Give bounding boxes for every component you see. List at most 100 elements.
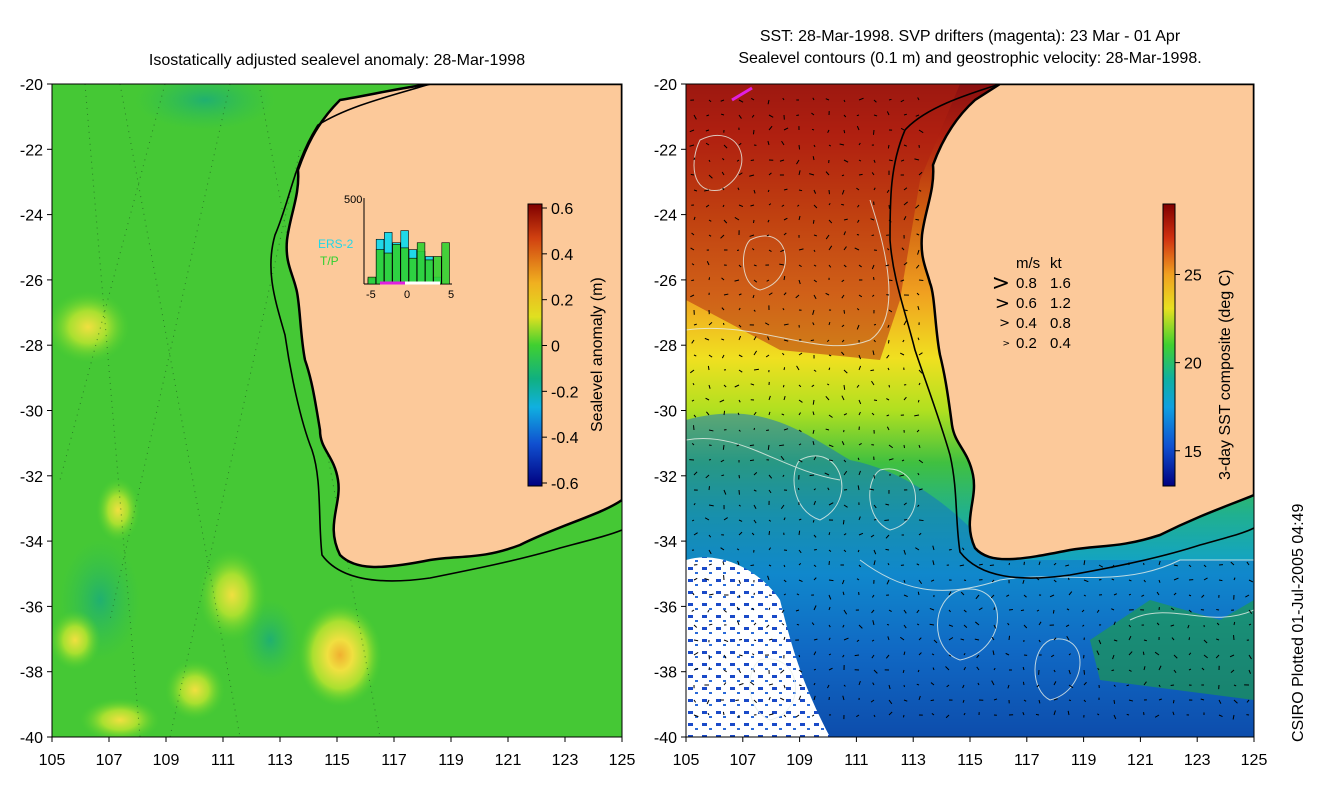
velocity-vector — [783, 323, 789, 326]
velocity-vector — [828, 144, 832, 147]
velocity-vector — [843, 549, 847, 553]
velocity-vector — [872, 350, 875, 356]
velocity-vector — [1248, 623, 1252, 626]
velocity-vector — [873, 114, 878, 117]
velocity-vector — [813, 651, 817, 656]
velocity-vector — [798, 579, 803, 583]
velocity-vector — [917, 472, 920, 476]
velocity-vector — [723, 219, 728, 224]
velocity-vector — [798, 669, 803, 673]
velocity-vector — [1232, 714, 1235, 720]
inset-legend-ers2: ERS-2 — [318, 237, 354, 251]
velocity-vector — [752, 653, 755, 656]
velocity-vector — [843, 459, 847, 463]
velocity-vector — [751, 607, 755, 611]
velocity-vector — [753, 622, 757, 626]
lon-tick-label: 107 — [96, 752, 123, 769]
sla-high-blob — [298, 603, 382, 707]
velocity-vector — [1128, 699, 1134, 702]
velocity-vector — [828, 549, 832, 552]
velocity-vector — [843, 504, 848, 508]
velocity-vector — [705, 397, 710, 401]
velocity-vector — [915, 218, 920, 221]
velocity-vector — [749, 174, 755, 177]
velocity-vector — [886, 111, 890, 116]
inset-xtick: 5 — [448, 289, 454, 301]
velocity-vector — [693, 471, 698, 476]
velocity-vector — [916, 233, 920, 236]
velocity-vector — [963, 666, 966, 671]
velocity-vector — [768, 395, 771, 401]
velocity-vector — [1203, 654, 1208, 659]
velocity-vector — [1083, 699, 1087, 703]
velocity-vector — [843, 384, 846, 390]
velocity-vector — [962, 547, 965, 551]
velocity-vector — [915, 204, 920, 209]
velocity-vector — [781, 140, 785, 146]
velocity-vector — [722, 204, 725, 208]
velocity-vector — [708, 219, 712, 222]
velocity-vector — [813, 695, 816, 701]
sla-colorbar-gradient — [527, 203, 543, 487]
velocity-vector — [854, 654, 860, 657]
velocity-vector — [888, 684, 891, 690]
velocity-vector — [721, 307, 725, 311]
velocity-legend-row: > 0.4 0.8 — [984, 314, 1090, 334]
velocity-vector — [753, 699, 758, 704]
velocity-vector — [828, 264, 832, 268]
velocity-vector — [1038, 621, 1042, 626]
velocity-vector — [691, 519, 695, 522]
velocity-vector — [780, 455, 785, 461]
velocity-vector — [783, 593, 786, 596]
lat-tick-label: -28 — [20, 338, 43, 355]
velocity-vector — [1143, 666, 1146, 671]
velocity-vector — [843, 470, 848, 476]
velocity-vector — [1188, 564, 1192, 568]
velocity-vector — [915, 547, 920, 551]
velocity-vector — [918, 352, 923, 356]
velocity-vector — [798, 399, 803, 403]
velocity-vector — [738, 114, 742, 119]
lat-tick-label: -40 — [654, 730, 677, 747]
velocity-vector — [825, 428, 830, 431]
velocity-vector — [974, 638, 980, 641]
velocity-vector — [856, 384, 860, 388]
lat-tick-label: -26 — [654, 273, 677, 290]
velocity-vector — [798, 654, 801, 658]
velocity-vector — [885, 503, 890, 506]
velocity-vector — [1128, 669, 1132, 672]
velocity-vector — [690, 173, 695, 176]
velocity-vector — [888, 159, 893, 162]
velocity-vector — [750, 383, 755, 386]
velocity-vector — [1158, 579, 1161, 583]
velocity-vector — [828, 414, 833, 418]
velocity-vector — [918, 369, 923, 374]
velocity-vector — [1203, 564, 1207, 568]
velocity-vector — [723, 384, 727, 388]
velocity-vector — [736, 606, 740, 611]
velocity-vector — [720, 234, 725, 239]
velocity-vector — [738, 142, 742, 146]
velocity-vector — [708, 321, 713, 326]
velocity-vector — [1229, 654, 1235, 658]
velocity-vector — [871, 380, 875, 386]
velocity-vector — [693, 189, 698, 192]
velocity-vector — [887, 324, 890, 328]
velocity-vector — [813, 564, 817, 568]
velocity-vector — [828, 579, 834, 582]
velocity-vector — [738, 354, 743, 358]
velocity-vector — [722, 187, 725, 191]
velocity-vector — [708, 534, 712, 538]
velocity-vector — [1112, 654, 1115, 660]
velocity-vector — [930, 579, 935, 582]
velocity-vector — [1022, 681, 1025, 686]
velocity-vector — [781, 609, 785, 613]
velocity-vector — [828, 219, 833, 224]
velocity-vector — [722, 561, 725, 566]
velocity-legend-row: > 0.6 1.2 — [984, 294, 1090, 314]
velocity-vector — [1218, 714, 1223, 718]
velocity-vector — [873, 504, 877, 509]
velocity-vector — [765, 322, 770, 326]
velocity-vector — [768, 547, 771, 551]
velocity-vector — [1008, 608, 1013, 611]
